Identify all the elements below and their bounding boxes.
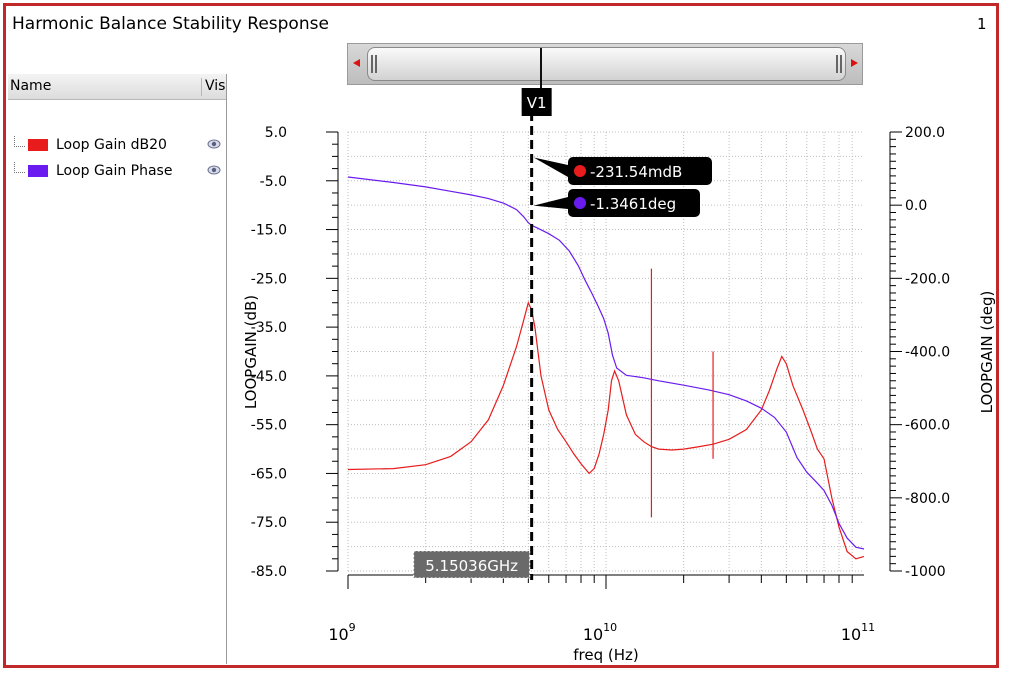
window-title: Harmonic Balance Stability Response bbox=[12, 14, 329, 34]
readout-value: -1.3461deg bbox=[590, 195, 676, 213]
legend-panel: Name Vis Loop Gain dB20 Loop Gain Phase bbox=[8, 74, 227, 664]
thumb-grip-right[interactable] bbox=[836, 55, 842, 73]
legend-header: Name Vis bbox=[8, 74, 226, 100]
readout-value: -231.54mdB bbox=[590, 163, 682, 181]
loop-gain-phase-line bbox=[347, 176, 865, 550]
readout-pointer bbox=[533, 157, 568, 177]
marker-name: V1 bbox=[527, 94, 547, 112]
y2-tick-label: -200.0 bbox=[905, 271, 950, 287]
y2-tick-label: -600.0 bbox=[905, 418, 950, 434]
readout-box bbox=[568, 189, 700, 217]
y-tick-label: -45.0 bbox=[251, 369, 287, 385]
y2-tick-label: 0.0 bbox=[905, 198, 927, 214]
y2-tick-label: 200.0 bbox=[905, 125, 945, 141]
x-tick-label: 1011 bbox=[841, 621, 875, 644]
subwindow-index: 1 bbox=[977, 15, 987, 33]
tree-branch bbox=[14, 162, 25, 173]
legend-swatch bbox=[28, 139, 48, 151]
y-tick-label: 5.0 bbox=[265, 125, 287, 141]
y-tick-label: -85.0 bbox=[251, 564, 287, 580]
scroll-right-arrow-icon[interactable] bbox=[846, 52, 862, 74]
y-tick-label: -55.0 bbox=[251, 418, 287, 434]
y-tick-label: -25.0 bbox=[251, 271, 287, 287]
marker-x-value: 5.15036GHz bbox=[425, 557, 518, 575]
legend-swatch bbox=[28, 165, 48, 177]
marker-overview-line bbox=[540, 48, 542, 88]
loop-gain-db20-line bbox=[347, 300, 865, 560]
legend-item-label: Loop Gain dB20 bbox=[56, 137, 167, 153]
plot-curves bbox=[347, 176, 865, 560]
y-tick-label: -35.0 bbox=[251, 320, 287, 336]
legend-item-loop-gain-db20[interactable]: Loop Gain dB20 bbox=[14, 136, 226, 156]
readout-dot bbox=[574, 165, 586, 177]
y-tick-label: -75.0 bbox=[251, 515, 287, 531]
legend-item-label: Loop Gain Phase bbox=[56, 163, 173, 179]
y2-tick-label: -400.0 bbox=[905, 345, 950, 361]
x-tick-label: 109 bbox=[328, 621, 355, 644]
thumb-grip-left[interactable] bbox=[371, 55, 377, 73]
readout-dot bbox=[574, 197, 586, 209]
plot-grid bbox=[347, 131, 864, 572]
legend-col-vis[interactable]: Vis bbox=[201, 78, 225, 96]
eye-icon[interactable] bbox=[207, 137, 221, 151]
y2-tick-label: -1000 bbox=[905, 564, 946, 580]
readout-pointer bbox=[533, 197, 568, 209]
scroll-left-arrow-icon[interactable] bbox=[349, 52, 365, 74]
y-axis-title: LOOPGAIN (dB) bbox=[242, 295, 260, 409]
y2-tick-label: -800.0 bbox=[905, 491, 950, 507]
x-tick-label: 1010 bbox=[583, 621, 617, 644]
y-tick-label: -5.0 bbox=[260, 174, 287, 190]
marker-tag bbox=[521, 88, 552, 116]
y2-axis-title: LOOPGAIN (deg) bbox=[978, 291, 996, 414]
x-scroll-thumb[interactable] bbox=[367, 47, 846, 81]
marker-x-value-box bbox=[413, 550, 531, 579]
eye-icon[interactable] bbox=[207, 163, 221, 177]
x-axis-title: freq (Hz) bbox=[573, 646, 639, 664]
y-tick-label: -15.0 bbox=[251, 223, 287, 239]
tree-branch bbox=[14, 136, 25, 147]
readout-box bbox=[568, 157, 712, 185]
vertical-marker-v1: V1 5.15036GHz -231.54mdB -1.3461deg bbox=[413, 88, 712, 580]
tick-labels: 5.0 -5.0 -15.0 -25.0 -35.0 -45.0 -55.0 -65.0 -75… bbox=[251, 125, 950, 644]
y-tick-label: -65.0 bbox=[251, 466, 287, 482]
legend-col-name[interactable]: Name bbox=[10, 78, 52, 94]
legend-item-loop-gain-phase[interactable]: Loop Gain Phase bbox=[14, 162, 226, 182]
